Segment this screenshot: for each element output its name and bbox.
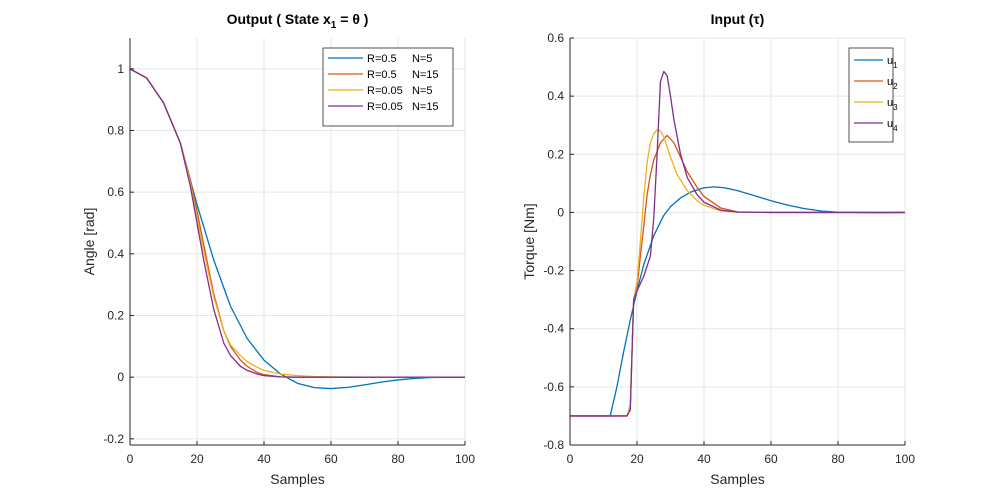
- legend-box: [848, 47, 894, 143]
- x-tick-label: 80: [831, 452, 845, 466]
- legend-label-1: R=0.5 N=5: [367, 53, 432, 65]
- x-tick-label: 0: [567, 452, 574, 466]
- y-tick-label: -0.4: [543, 322, 564, 336]
- legend-label-1: u1: [887, 55, 898, 70]
- y-tick-label: 0.6: [547, 31, 564, 45]
- legend-label-3: u3: [887, 97, 898, 112]
- y-axis-label: Angle [rad]: [81, 208, 97, 276]
- y-axis-label: Torque [Nm]: [521, 203, 537, 279]
- output-chart: 0 20 40 60 80 100-0.200.20.40.60.81SamplesAng…: [81, 11, 475, 487]
- x-tick-label: 100: [455, 452, 475, 466]
- series-group: [130, 68, 465, 390]
- x-tick-label: 20: [190, 452, 204, 466]
- x-tick-label: 40: [697, 452, 711, 466]
- legend-label-4: u4: [887, 118, 898, 133]
- series-line-1: [570, 186, 905, 417]
- y-tick-label: -0.8: [543, 438, 564, 452]
- x-tick-label: 60: [764, 452, 778, 466]
- y-tick-label: -0.6: [543, 380, 564, 394]
- legend-label-main: u: [887, 55, 893, 67]
- y-tick-label: 0.2: [107, 309, 124, 323]
- legend-label-2: u2: [887, 76, 898, 91]
- y-tick-label: 0: [117, 370, 124, 384]
- y-tick-label: 0.4: [547, 89, 564, 103]
- chart-title-main: Output ( State x: [227, 11, 331, 27]
- legend-label-3: R=0.05 N=5: [367, 85, 432, 97]
- legend-label-2: R=0.5 N=15: [367, 69, 439, 81]
- x-axis-label: Samples: [710, 471, 764, 487]
- series-group: [570, 70, 905, 417]
- legend-label-subscript: 1: [893, 61, 898, 70]
- y-tick-label: 0.6: [107, 185, 124, 199]
- legend-label-subscript: 3: [893, 103, 898, 112]
- x-axis-label: Samples: [270, 471, 324, 487]
- y-tick-label: 1: [117, 62, 124, 76]
- y-tick-label: -0.2: [543, 264, 564, 278]
- y-tick-label: 0.4: [107, 247, 124, 261]
- x-tick-label: 80: [391, 452, 405, 466]
- x-tick-label: 100: [895, 452, 915, 466]
- chart-title-subscript: 1: [331, 20, 337, 31]
- input-chart: 0 20 40 60 80 100 -0.8 -0.6 -0.4 -0.2 0 0.2 0.4 0.6 Sa…: [521, 11, 915, 487]
- legend-label-subscript: 4: [893, 124, 898, 133]
- series-line-4: [130, 68, 465, 378]
- chart-title-rest: = θ ): [336, 11, 368, 27]
- x-tick-label: 0: [127, 452, 134, 466]
- legend: R=0.5 N=5 R=0.5 N=15 R=0.05 N=5 R=0.05 N=15: [322, 47, 454, 127]
- y-tick-label: 0: [557, 205, 564, 219]
- y-tick-label: -0.2: [103, 432, 124, 446]
- chart-title: Output ( State x1 = θ ): [227, 11, 369, 31]
- y-tick-label: 0.2: [547, 147, 564, 161]
- legend-label-subscript: 2: [893, 82, 898, 91]
- x-tick-label: 60: [324, 452, 338, 466]
- x-tick-label: 40: [257, 452, 271, 466]
- y-tick-label: 0.8: [107, 124, 124, 138]
- legend-label-main: u: [887, 76, 893, 88]
- legend-box: [322, 47, 454, 127]
- legend-label-main: u: [887, 97, 893, 109]
- x-tick-label: 20: [630, 452, 644, 466]
- legend-label-4: R=0.05 N=15: [367, 101, 439, 113]
- series-line-4: [570, 70, 905, 417]
- legend-label-main: u: [887, 118, 893, 130]
- chart-title: Input (τ): [711, 11, 765, 27]
